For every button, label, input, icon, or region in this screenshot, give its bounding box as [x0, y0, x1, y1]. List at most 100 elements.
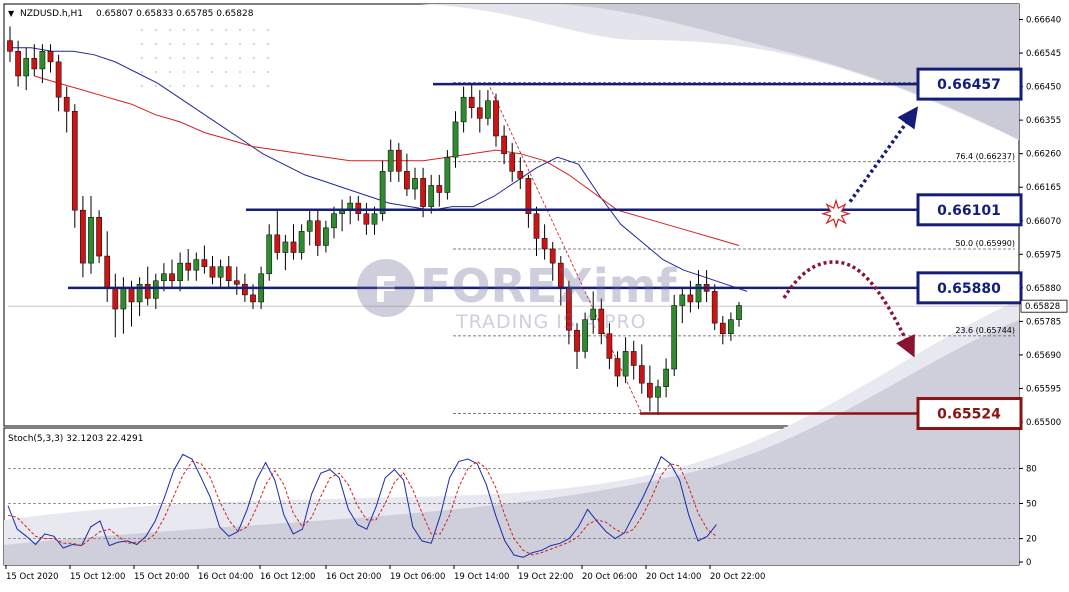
candle-bull [728, 319, 734, 334]
candle-bear [606, 333, 613, 359]
candle-bull [460, 96, 467, 123]
candle-bull [266, 234, 273, 274]
candle-bull [39, 51, 46, 70]
candle-bull [679, 294, 686, 306]
price-axis-label: 0.65690 [1026, 351, 1061, 361]
arrow-down-projection-icon [782, 260, 915, 358]
candle-bull [582, 319, 588, 352]
price-axis-label: 0.66640 [1026, 16, 1061, 26]
candle-bull [622, 351, 629, 377]
fib-label: 50.0 (0.65990) [955, 239, 1015, 248]
candle-bull [655, 386, 661, 398]
price-axis-label: 0.66070 [1026, 217, 1061, 227]
candle-bear [420, 178, 426, 207]
candle-bull [736, 305, 742, 320]
candle-bull [23, 58, 30, 77]
stoch-axis-label: 80 [1026, 464, 1037, 474]
time-axis-label: 19 Oct 14:00 [454, 572, 509, 582]
candle-bear [638, 365, 645, 384]
candle-bull [452, 121, 459, 158]
chart-header-dropdown-icon[interactable]: ▼ [8, 9, 15, 18]
candle-bull [371, 213, 378, 225]
time-axis-label: 16 Oct 04:00 [198, 572, 253, 582]
candle-bear [242, 284, 248, 296]
candle-bear [274, 234, 281, 253]
candle-bear [169, 273, 175, 282]
time-axis-label: 20 Oct 06:00 [582, 572, 637, 582]
candle-bull [387, 149, 394, 172]
time-axis-label: 20 Oct 14:00 [646, 572, 701, 582]
candle-bull [428, 185, 435, 207]
watermark-logo-letter: F [374, 270, 399, 311]
candle-bull [298, 231, 305, 253]
candle-bear [647, 382, 653, 398]
price-axis-label: 0.65975 [1026, 250, 1061, 260]
fib-trendline [487, 82, 643, 414]
candle-bull [331, 213, 337, 229]
bg-dot-grid [130, 20, 280, 90]
candle-bull [88, 216, 94, 264]
candle-bear [80, 209, 86, 264]
candle-bear [687, 294, 694, 303]
price-axis-label: 0.66260 [1026, 150, 1061, 160]
stoch-axis-label: 20 [1026, 535, 1037, 545]
chart-symbol: NZDUSD.h,H1 [20, 9, 83, 19]
candle-bear [355, 202, 362, 214]
candle-bear [290, 241, 297, 253]
candle-bear [541, 238, 548, 250]
time-axis-label: 16 Oct 12:00 [260, 572, 315, 582]
chart-ohlc: 0.65807 0.65833 0.65785 0.65828 [96, 9, 254, 19]
price-axis-label: 0.65880 [1026, 284, 1061, 294]
watermark-brand: FOREXimf [420, 259, 678, 313]
candle-bull [136, 284, 143, 303]
price-axis-label: 0.66450 [1026, 83, 1061, 93]
candle-bear [314, 220, 321, 246]
candle-bear [468, 96, 475, 109]
candle-bull [152, 280, 159, 299]
stoch-main-line [7, 453, 717, 558]
candle-bear [517, 171, 524, 179]
level-box [916, 193, 1023, 227]
level-box-price: 0.65524 [937, 407, 1001, 423]
candle-bear [493, 100, 499, 137]
level-box [916, 397, 1023, 431]
candle-bear [476, 107, 483, 119]
candle-bear [719, 322, 726, 334]
level-box-price: 0.66101 [937, 203, 1001, 219]
candle-bear [630, 351, 637, 366]
price-axis-label: 0.65500 [1026, 418, 1061, 428]
candle-bull [590, 308, 597, 320]
level-box [916, 271, 1023, 305]
candle-bear [7, 40, 13, 52]
price-axis-label: 0.65595 [1026, 384, 1061, 394]
candle-bear [201, 259, 208, 267]
candle-bull [671, 305, 678, 370]
candle-bull [485, 100, 491, 119]
candle-bull [120, 287, 127, 310]
price-axis-label: 0.66355 [1026, 116, 1061, 126]
candle-bull [161, 273, 167, 282]
candle-bear [225, 266, 232, 282]
candle-bear [209, 266, 216, 278]
candle-bear [233, 280, 240, 285]
ma-fast-line [10, 47, 748, 292]
price-axis-label: 0.66545 [1026, 49, 1061, 59]
fib-label: 23.6 (0.65744) [955, 326, 1015, 335]
candle-bear [15, 51, 21, 77]
candle-bear [128, 287, 135, 303]
candle-bull [663, 368, 669, 387]
candle-bear [55, 61, 62, 98]
watermark-tagline: TRADING IS A PRO [455, 311, 647, 333]
candle-bear [395, 149, 402, 172]
candle-bull [282, 241, 289, 253]
price-axis-label: 0.65785 [1026, 317, 1061, 327]
stoch-signal-line [7, 460, 717, 556]
candle-bear [31, 58, 38, 70]
candle-bull [177, 262, 183, 282]
candle-bull [193, 259, 200, 271]
stoch-axis-label: 50 [1026, 500, 1037, 510]
candle-bear [711, 291, 718, 324]
candle-bull [306, 220, 313, 232]
